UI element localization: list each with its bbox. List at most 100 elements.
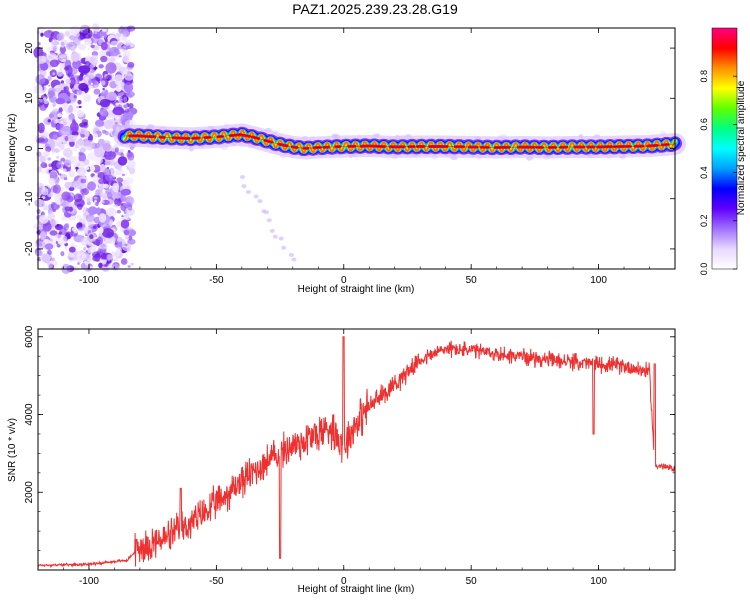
noise-blob [104, 160, 111, 166]
noise-blob [68, 105, 73, 113]
faint-trace-dot [241, 184, 247, 189]
snr-line [37, 336, 676, 569]
noise-blob [102, 172, 107, 175]
noise-blob [56, 136, 66, 143]
noise-blob [124, 215, 131, 221]
noise-blob [69, 253, 75, 258]
noise-blob [76, 168, 85, 176]
noise-blob [59, 45, 66, 54]
noise-blob [127, 62, 135, 68]
spectrogram-y-tick-label: 10 [24, 92, 35, 104]
spectrogram-y-tick-label: -10 [24, 191, 35, 206]
snr-x-ticks: -100 -50 0 50 100 [37, 329, 676, 587]
noise-blob [123, 229, 130, 236]
snr-x-tick-label: 50 [466, 576, 478, 587]
noise-blob [115, 102, 119, 106]
noise-blob [88, 84, 93, 89]
faint-trace-dot [272, 234, 278, 239]
spectrogram-x-tick-label: 100 [590, 275, 607, 286]
noise-blob [105, 75, 112, 81]
noise-blob [102, 129, 107, 134]
noise-blob [93, 196, 98, 200]
noise-blob [84, 140, 95, 151]
noise-blob [127, 151, 135, 161]
noise-blob [83, 37, 92, 46]
noise-blob [116, 220, 122, 228]
spectrogram-x-tick-label: 50 [466, 275, 478, 286]
noise-blob [93, 133, 98, 139]
noise-blob [62, 69, 67, 74]
snr-x-tick-label: 100 [590, 576, 607, 587]
noise-blob [61, 161, 64, 165]
noise-blob [105, 51, 110, 56]
noise-blob [47, 75, 52, 82]
noise-blob [45, 52, 57, 62]
noise-blob [81, 28, 93, 39]
noise-blob [80, 129, 85, 135]
noise-blob [52, 72, 55, 75]
noise-blob [123, 111, 134, 120]
noise-blob [94, 146, 106, 158]
noise-blob [42, 205, 50, 211]
noise-blob [37, 137, 45, 143]
noise-blob [46, 184, 50, 188]
noise-blob [64, 135, 69, 142]
noise-blob [95, 239, 101, 246]
noise-blob [64, 31, 70, 37]
noise-blob [35, 249, 43, 257]
noise-blob [80, 237, 90, 246]
spectrogram-x-tick-label: -50 [209, 275, 224, 286]
noise-blob [127, 265, 131, 268]
snr-y-ticks: 2000 4000 6000 [24, 325, 675, 551]
noise-blob [106, 118, 116, 127]
noise-blob [125, 207, 135, 216]
noise-blob [99, 29, 108, 39]
noise-blob [48, 178, 56, 186]
noise-blob [78, 105, 82, 109]
noise-blob [124, 202, 133, 209]
noise-blob [53, 148, 60, 153]
noise-blob [73, 244, 78, 248]
noise-blob [118, 201, 122, 205]
noise-blob [121, 242, 131, 252]
noise-blob [78, 43, 87, 51]
noise-blob [67, 166, 71, 172]
noise-blob [77, 262, 80, 265]
noise-blob [114, 191, 122, 199]
noise-blob [60, 41, 65, 46]
noise-blob [37, 122, 45, 134]
noise-blob [47, 160, 50, 165]
colorbar-tick-label: 0.8 [699, 70, 709, 83]
noise-blob [68, 113, 75, 121]
spectrogram-ridge-layer [113, 123, 686, 160]
noise-blob [68, 246, 76, 253]
noise-blob [105, 62, 117, 74]
noise-blob [68, 206, 73, 212]
noise-blob [35, 55, 47, 64]
noise-blob [74, 144, 79, 149]
noise-blob [45, 243, 54, 250]
noise-blob [114, 74, 123, 82]
snr-y-tick-label: 6000 [24, 325, 35, 348]
snr-x-axis-label: Height of straight line (km) [298, 584, 415, 595]
noise-blob [43, 100, 49, 104]
noise-blob [59, 120, 64, 124]
faint-trace-dot [240, 175, 245, 179]
noise-blob [47, 157, 51, 161]
faint-trace-dot [257, 199, 263, 204]
noise-blob [113, 204, 119, 208]
spectrogram-y-tick-label: 20 [24, 42, 35, 54]
snr-x-tick-label: -50 [209, 576, 224, 587]
noise-blob [84, 264, 92, 272]
noise-blob [110, 115, 114, 118]
noise-blob [81, 235, 85, 238]
snr-x-tick-label: 0 [341, 576, 347, 587]
noise-blob [57, 240, 61, 244]
noise-blob [56, 155, 60, 159]
noise-blob [116, 32, 122, 38]
noise-blob [40, 162, 48, 169]
noise-blob [126, 198, 131, 203]
noise-blob [43, 151, 50, 157]
noise-blob [86, 201, 91, 206]
noise-blob [120, 152, 124, 158]
